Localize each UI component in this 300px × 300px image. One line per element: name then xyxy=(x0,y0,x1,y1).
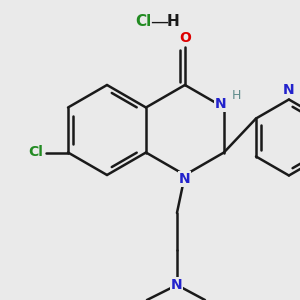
Text: —: — xyxy=(150,13,168,31)
Text: Cl: Cl xyxy=(135,14,151,29)
Text: N: N xyxy=(179,172,191,186)
Text: O: O xyxy=(179,31,191,45)
Text: Cl: Cl xyxy=(28,146,44,160)
Text: H: H xyxy=(167,14,179,29)
Text: N: N xyxy=(215,98,227,112)
Text: H: H xyxy=(232,89,242,102)
Text: N: N xyxy=(283,82,295,97)
Text: N: N xyxy=(171,278,183,292)
